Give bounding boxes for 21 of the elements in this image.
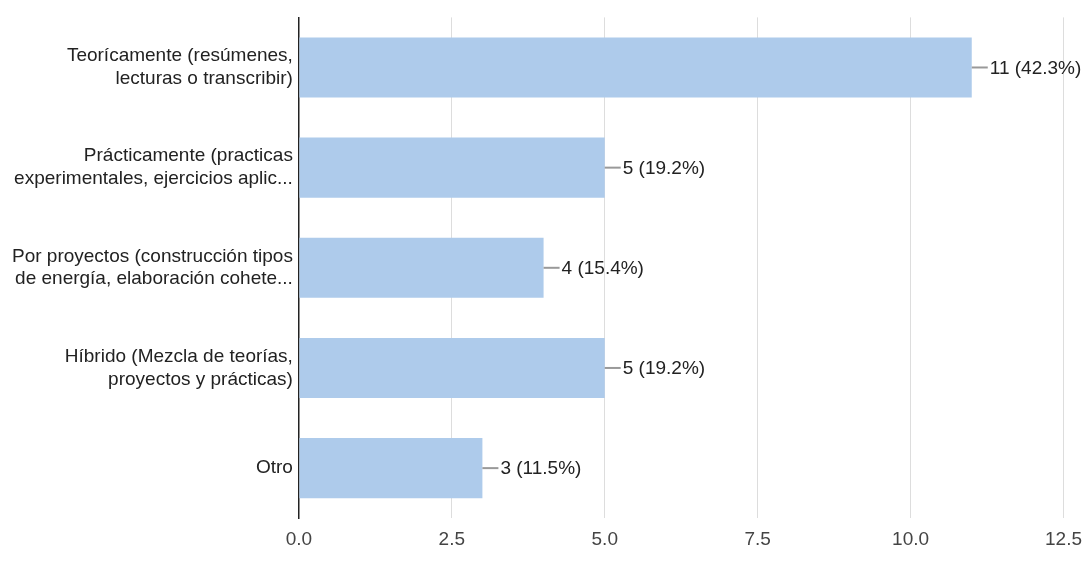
data-label: 5 (19.2%) bbox=[622, 156, 706, 178]
x-tick-label: 10.0 bbox=[892, 527, 930, 549]
x-tick-label: 2.5 bbox=[438, 527, 466, 549]
bar bbox=[299, 237, 544, 298]
bar bbox=[299, 438, 483, 499]
x-tick-label: 12.5 bbox=[1045, 527, 1082, 549]
data-label: 3 (11.5%) bbox=[500, 457, 582, 479]
data-label: 11 (42.3%) bbox=[989, 56, 1082, 78]
y-tick-label: Híbrido (Mezcla de teorías, proyectos y prácticas) bbox=[64, 344, 293, 389]
data-label: 5 (19.2%) bbox=[622, 357, 706, 379]
x-tick-label: 7.5 bbox=[744, 527, 771, 549]
data-label: 4 (15.4%) bbox=[561, 257, 644, 279]
y-tick-label: Otro bbox=[255, 456, 293, 478]
x-tick-label: 0.0 bbox=[285, 527, 313, 549]
bar bbox=[299, 37, 972, 98]
bar bbox=[299, 337, 605, 399]
x-tick-label: 5.0 bbox=[591, 527, 618, 549]
y-tick-label: Por proyectos (construcción tipos de energía, elaboración cohete... bbox=[11, 244, 293, 289]
y-tick-label: Teorícamente (resúmenes, lecturas o transcribir) bbox=[66, 44, 293, 89]
y-tick-label: Prácticamente (practicas experimentales, ejercicios aplic... bbox=[14, 144, 293, 189]
bar bbox=[299, 137, 605, 198]
